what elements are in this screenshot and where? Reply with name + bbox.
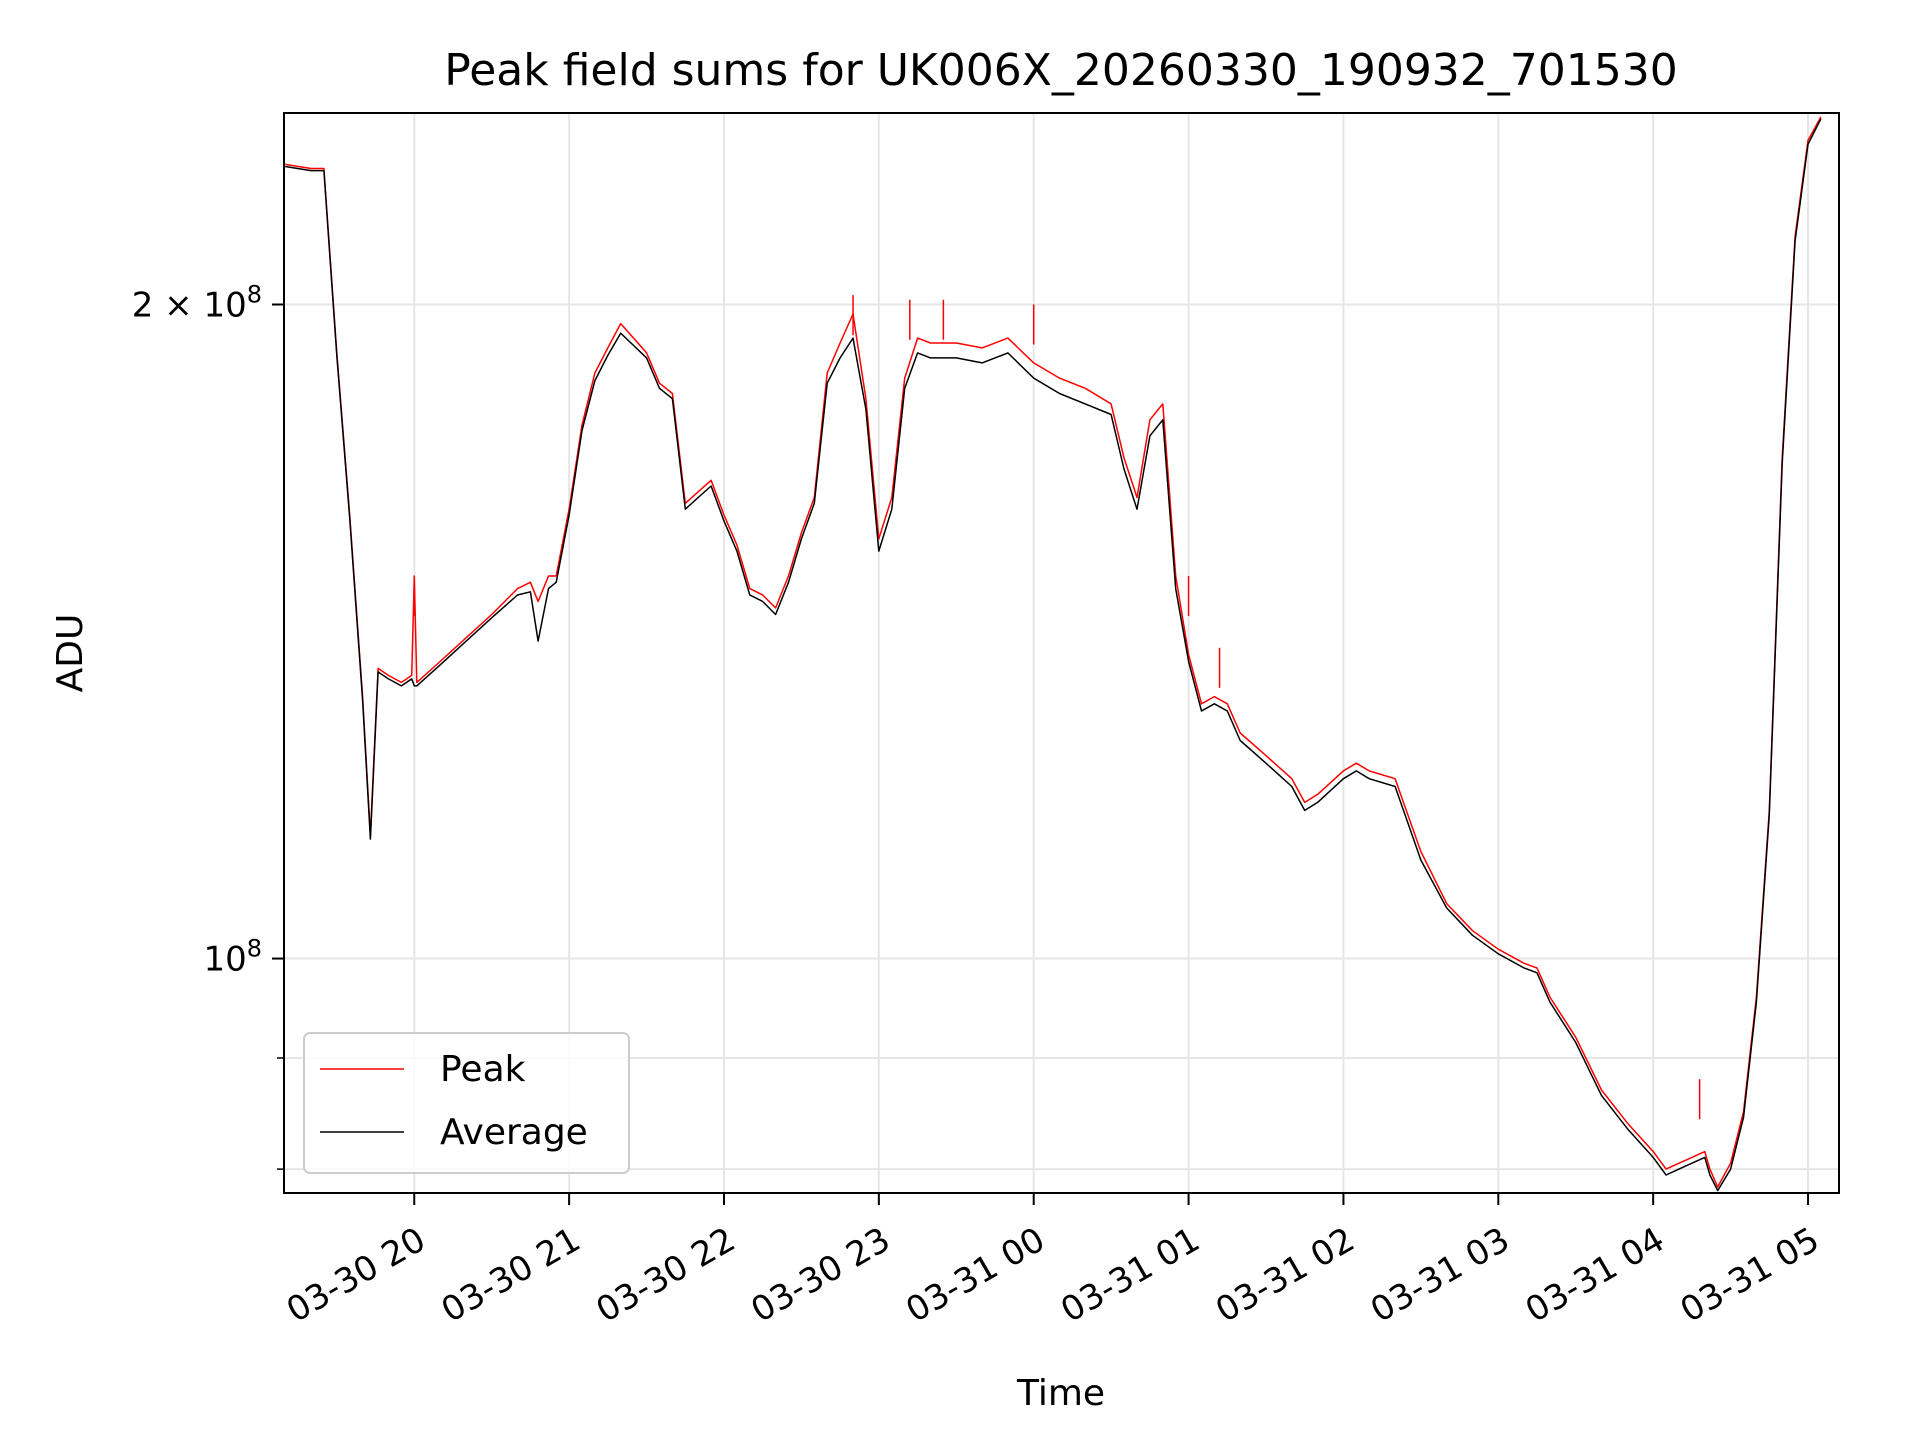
series-line-peak: [285, 116, 1822, 1188]
chart-title: Peak field sums for UK006X_20260330_1909…: [444, 45, 1678, 96]
y-tick-label: 108: [203, 935, 262, 980]
y-axis-label: ADU: [50, 614, 91, 693]
series-line-average: [285, 118, 1822, 1192]
y-axis-ticks: 108 2 × 108: [132, 280, 284, 1170]
legend: Peak Average: [303, 1032, 630, 1174]
x-axis-label: Time: [1016, 1373, 1105, 1414]
legend-label-peak: Peak: [440, 1049, 526, 1090]
legend-box: [303, 1032, 630, 1174]
y-tick-label: 2 × 108: [132, 280, 262, 325]
axes-frame: [283, 112, 1840, 1194]
series-lines: [285, 116, 1822, 1192]
legend-label-average: Average: [440, 1112, 588, 1153]
